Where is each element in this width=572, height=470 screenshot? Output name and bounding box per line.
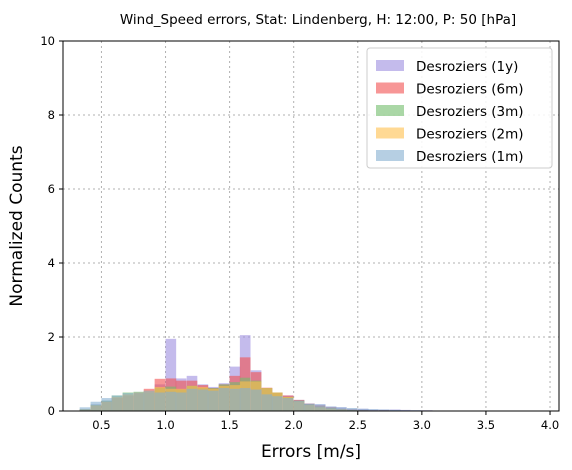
histogram-bar <box>90 401 102 411</box>
x-tick-label: 2.0 <box>285 418 303 432</box>
histogram-bar <box>122 393 134 411</box>
legend-swatch <box>376 82 404 94</box>
x-tick-label: 4.0 <box>541 418 559 432</box>
histogram-bar <box>389 409 401 411</box>
legend-item[interactable]: Desroziers (2m) <box>376 127 524 143</box>
histogram-bar <box>186 388 198 411</box>
y-tick-label: 8 <box>48 108 55 122</box>
legend-frame <box>366 47 553 169</box>
histogram-bar <box>197 389 209 411</box>
histogram-bar <box>271 396 283 411</box>
histogram-bar <box>378 409 390 411</box>
histogram-bar <box>346 408 358 411</box>
x-tick-label: 3.5 <box>477 418 495 432</box>
legend-label: Desroziers (3m) <box>416 104 524 120</box>
histogram-bar <box>293 400 305 411</box>
y-tick-label: 4 <box>48 256 55 270</box>
legend[interactable]: Desroziers (1y) Desroziers (6m) Desroziers… <box>366 47 553 169</box>
y-axis-label: Normalized Counts <box>7 145 27 306</box>
histogram-bar <box>239 388 251 411</box>
x-tick-label: 0.5 <box>92 418 110 432</box>
histogram-bar <box>101 398 113 411</box>
histogram-bar <box>154 392 166 411</box>
histogram-bar <box>261 394 273 411</box>
histogram-bar <box>218 388 230 411</box>
legend-label: Desroziers (1m) <box>416 149 524 165</box>
histogram-bar <box>357 408 369 411</box>
y-tick-label: 0 <box>48 404 55 418</box>
legend-label: Desroziers (1y) <box>416 59 518 75</box>
x-tick-label: 1.5 <box>220 418 238 432</box>
chart-title: Wind_Speed errors, Stat: Lindenberg, H: … <box>120 12 516 28</box>
series-5-bars <box>79 388 433 411</box>
histogram-bar <box>133 392 145 411</box>
y-tick-label: 10 <box>40 34 55 48</box>
legend-item[interactable]: Desroziers (1y) <box>376 59 518 75</box>
histogram-bar <box>325 406 337 411</box>
histogram-bar <box>282 398 294 411</box>
histogram-bar <box>303 403 315 411</box>
legend-swatch <box>376 150 404 161</box>
x-axis-label: Errors [m/s] <box>261 442 361 462</box>
legend-swatch <box>376 60 404 71</box>
plot-frame <box>62 40 560 412</box>
y-tick-label: 6 <box>48 182 55 196</box>
histogram-bar <box>368 409 379 411</box>
histogram-bar <box>314 404 326 411</box>
x-tick-label: 2.5 <box>349 418 367 432</box>
legend-swatch <box>376 127 404 139</box>
histogram-bar <box>335 407 347 411</box>
legend-item[interactable]: Desroziers (6m) <box>376 82 524 98</box>
y-tick-label: 2 <box>48 330 55 344</box>
histogram-bar <box>207 390 219 411</box>
histogram-bar <box>165 338 177 411</box>
histogram-bar <box>111 395 123 411</box>
bars <box>79 335 433 411</box>
histogram-bar <box>79 407 91 411</box>
x-tick-label: 1.0 <box>156 418 174 432</box>
histogram-bar <box>175 392 187 411</box>
histogram-bar <box>143 390 155 411</box>
histogram-bar <box>229 388 241 411</box>
legend-item[interactable]: Desroziers (3m) <box>376 104 524 120</box>
legend-swatch <box>376 105 404 116</box>
histogram-bar <box>250 389 262 411</box>
legend-label: Desroziers (6m) <box>416 82 524 98</box>
legend-label: Desroziers (2m) <box>416 127 524 143</box>
axis-ticks: 0.5 1.0 1.5 2.0 2.5 3.0 3.5 4.0 0 2 4 6 8 10 <box>40 34 559 432</box>
x-tick-label: 3.0 <box>413 418 431 432</box>
histogram-bar <box>165 391 177 411</box>
legend-item[interactable]: Desroziers (1m) <box>376 149 524 165</box>
